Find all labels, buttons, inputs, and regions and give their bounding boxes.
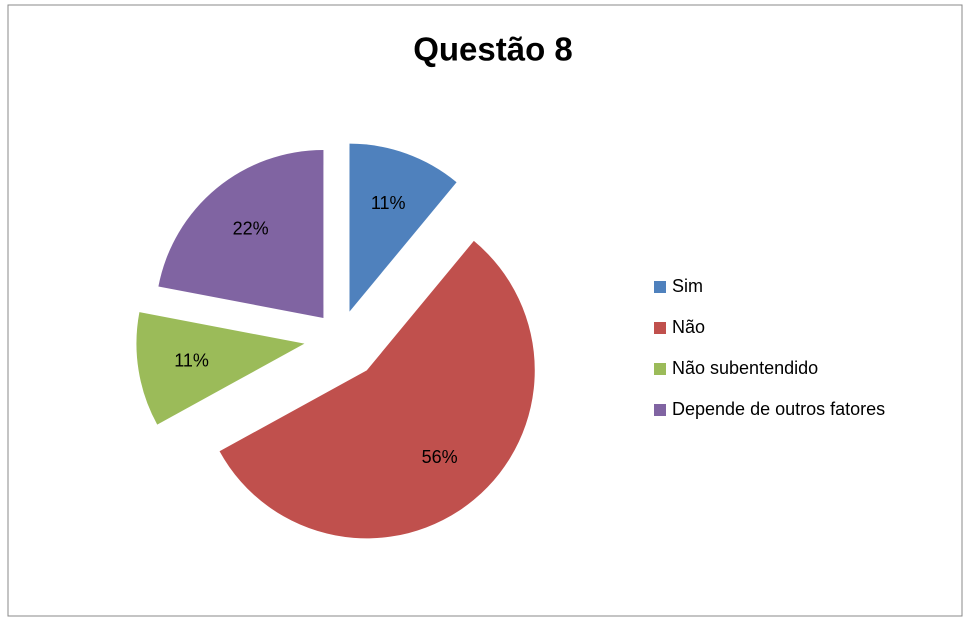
legend-label: Não xyxy=(672,317,705,337)
data-label: 56% xyxy=(422,447,458,467)
legend-swatch xyxy=(654,322,666,334)
legend-label: Sim xyxy=(672,276,703,296)
legend-swatch xyxy=(654,404,666,416)
pie-slice xyxy=(219,240,535,539)
legend-label: Não subentendido xyxy=(672,358,818,378)
pie-slice xyxy=(158,149,324,318)
pie-slice xyxy=(349,143,457,312)
pie-slice xyxy=(136,312,305,425)
chart-title: Questão 8 xyxy=(413,31,573,68)
data-label: 22% xyxy=(233,219,269,239)
legend-swatch xyxy=(654,281,666,293)
legend-label: Depende de outros fatores xyxy=(672,399,885,419)
data-label: 11% xyxy=(371,193,406,213)
data-label: 11% xyxy=(174,350,209,370)
legend-swatch xyxy=(654,363,666,375)
